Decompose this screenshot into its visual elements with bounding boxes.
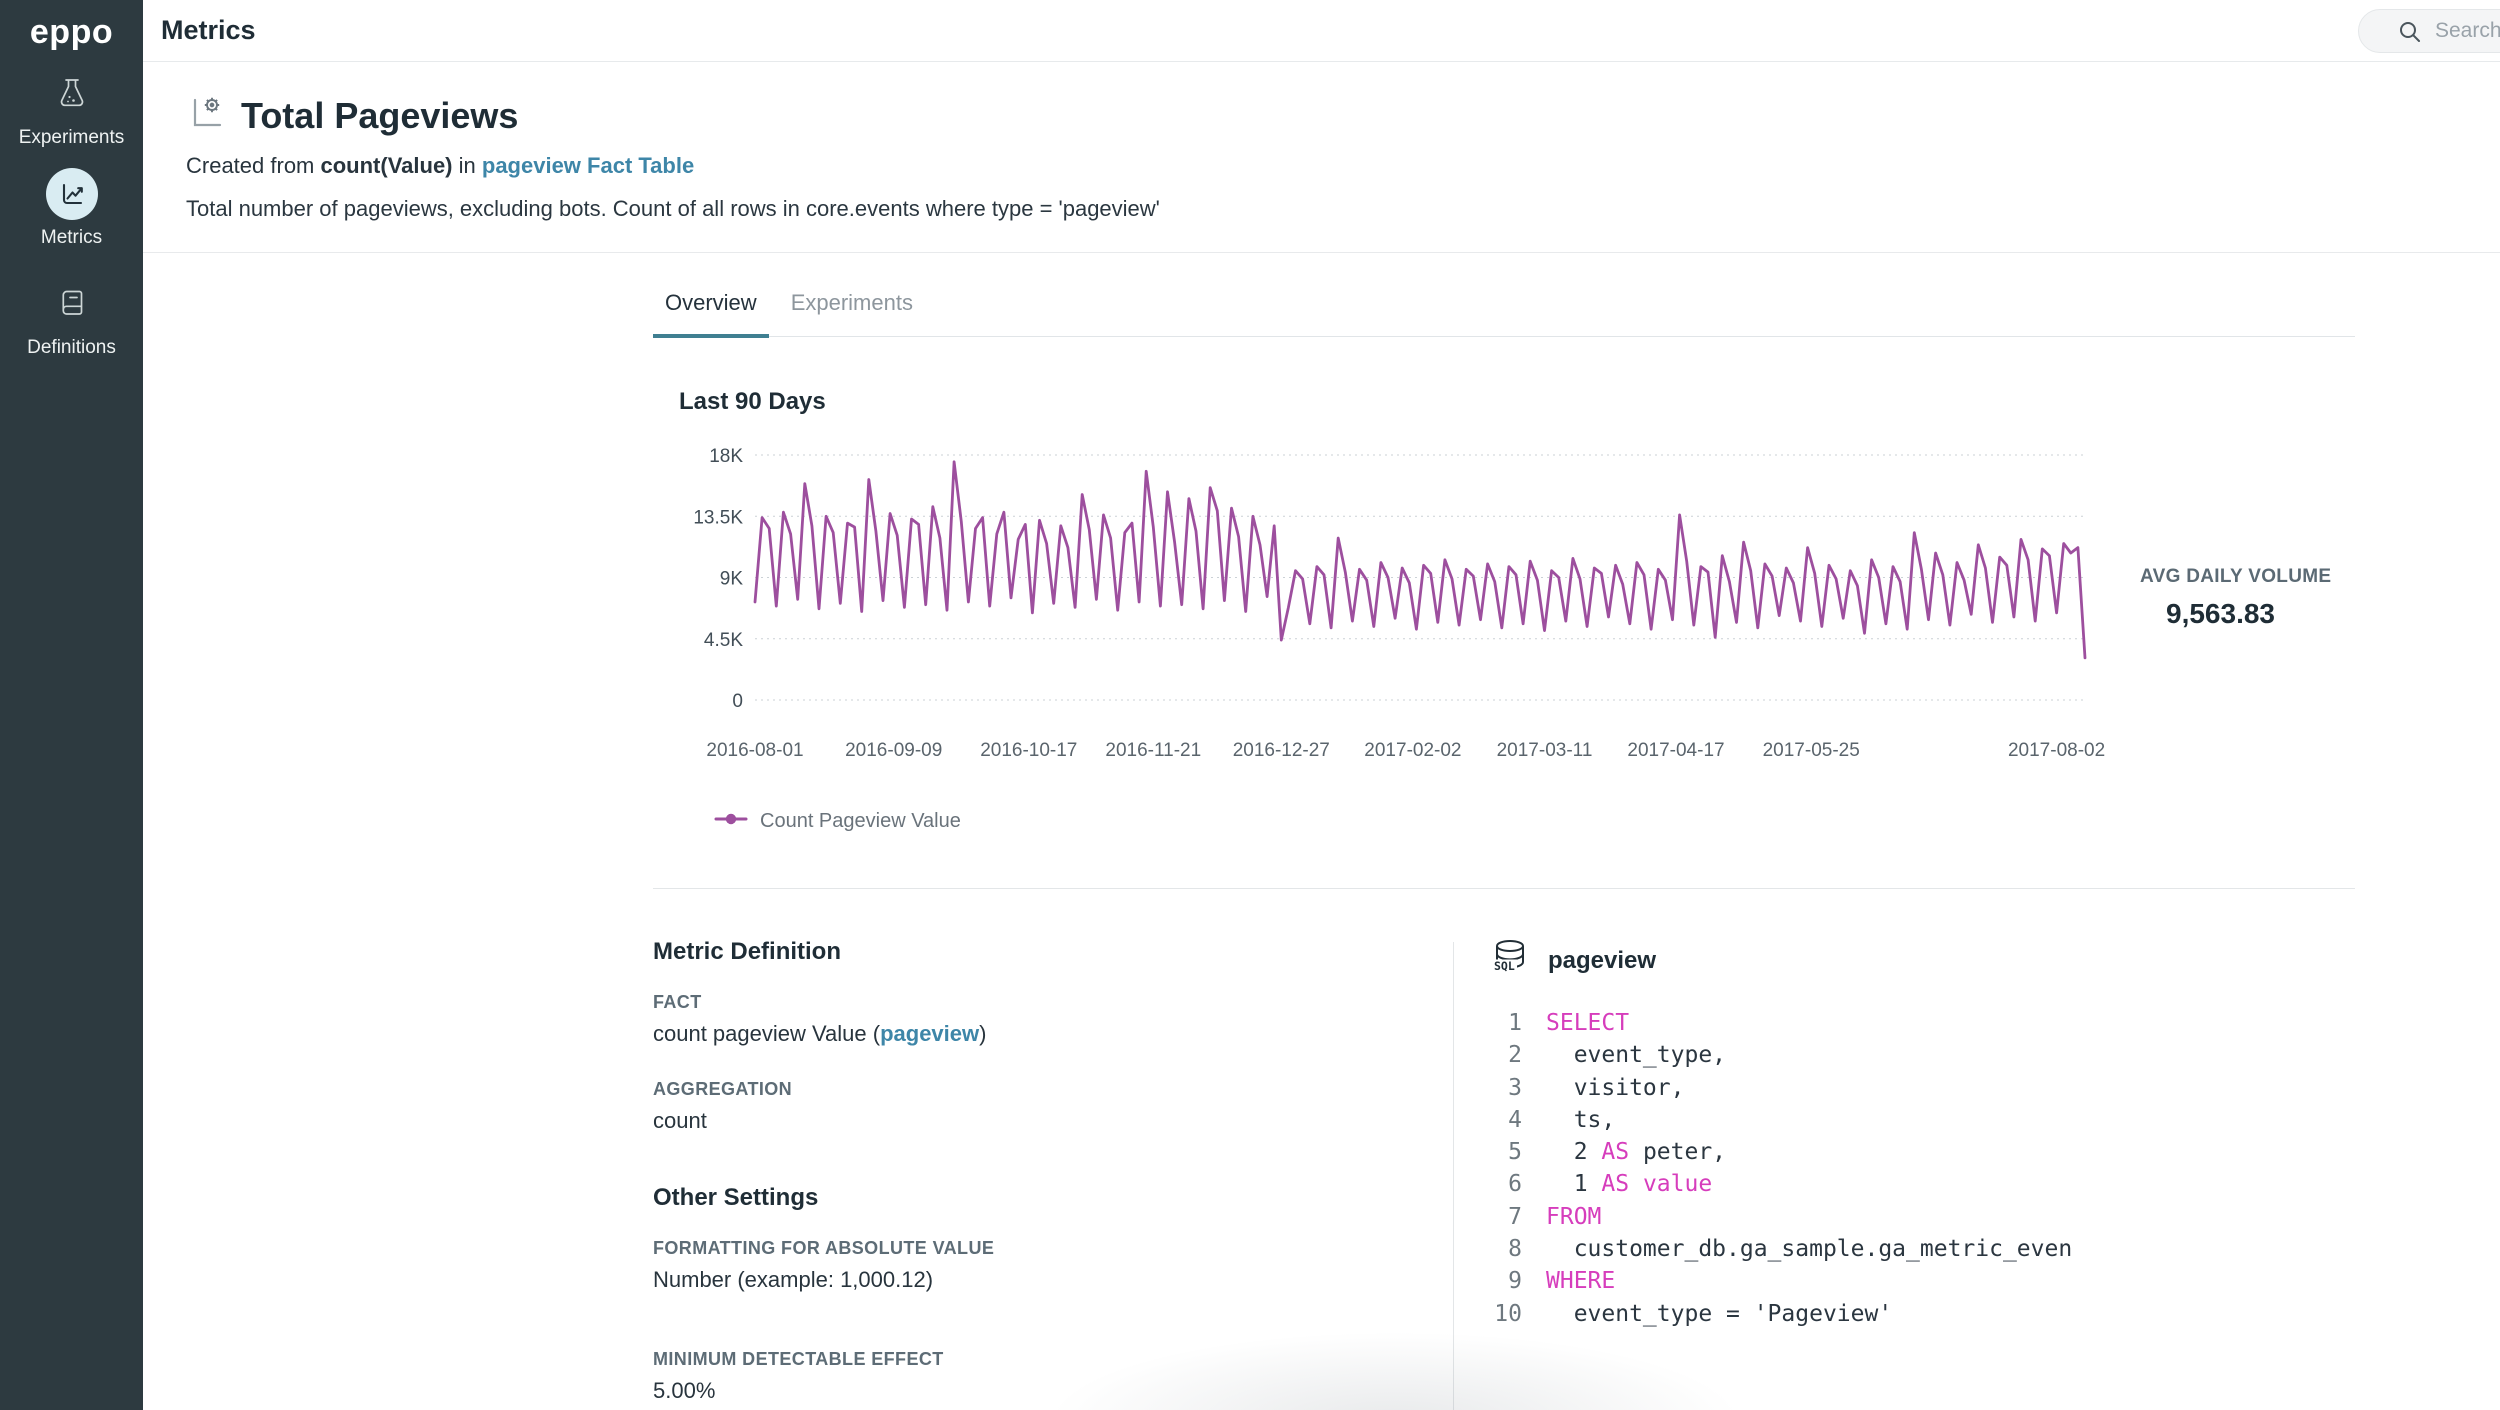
avg-daily-volume-block: AVG DAILY VOLUME 9,563.83 xyxy=(2140,566,2331,630)
sql-code-line: 5 2 AS peter, xyxy=(1488,1136,2368,1168)
fact-value-close: ) xyxy=(979,1021,987,1046)
sql-code-line: 4 ts, xyxy=(1488,1104,2368,1136)
sidebar-item-label: Definitions xyxy=(27,337,116,358)
header-divider xyxy=(143,252,2500,253)
mde-label: MINIMUM DETECTABLE EFFECT xyxy=(653,1349,944,1369)
metric-axis-gear-icon xyxy=(185,92,227,139)
sql-line-number: 8 xyxy=(1508,1236,1522,1263)
svg-text:2017-02-02: 2017-02-02 xyxy=(1364,740,1461,761)
sidebar-item-metrics[interactable]: Metrics xyxy=(0,168,143,249)
aggregation-label: AGGREGATION xyxy=(653,1079,793,1099)
sql-line-number: 9 xyxy=(1508,1268,1522,1295)
metric-title: Total Pageviews xyxy=(241,94,519,136)
aggregation-value: count xyxy=(653,1108,707,1133)
chart-title: Last 90 Days xyxy=(679,388,826,415)
svg-text:2017-04-17: 2017-04-17 xyxy=(1627,740,1724,761)
svg-text:2016-08-01: 2016-08-01 xyxy=(706,740,803,761)
created-fact: count(Value) xyxy=(320,153,453,178)
eppo-logo[interactable]: eppo xyxy=(29,13,114,51)
svg-text:2016-11-21: 2016-11-21 xyxy=(1105,740,1201,761)
tab-overview[interactable]: Overview xyxy=(653,280,769,338)
svg-text:9K: 9K xyxy=(720,569,744,590)
sql-code-line: 1 SELECT xyxy=(1488,1007,2368,1039)
tab-bar: Overview Experiments xyxy=(653,280,2355,338)
sidebar-item-experiments[interactable]: Experiments xyxy=(0,68,143,149)
svg-text:2016-09-09: 2016-09-09 xyxy=(845,740,942,761)
sql-definition-panel: SQL pageview 1 SELECT 2 event_type, 3 visit… xyxy=(1488,936,2368,1330)
sql-line-number: 3 xyxy=(1508,1074,1522,1101)
page-title: Metrics xyxy=(161,15,256,45)
metric-definition-heading: Metric Definition xyxy=(653,938,842,965)
line-chart-icon xyxy=(45,168,98,220)
sql-code-line: 10 event_type = 'Pageview' xyxy=(1488,1298,2368,1330)
sql-code-line: 6 1 AS value xyxy=(1488,1168,2368,1200)
sql-line-number: 1 xyxy=(1508,1010,1522,1036)
fact-table-link[interactable]: pageview Fact Table xyxy=(481,153,695,178)
sql-line-number: 4 xyxy=(1508,1106,1522,1133)
flask-icon xyxy=(46,68,98,120)
topbar: Metrics xyxy=(143,0,2500,62)
sidebar-item-label: Experiments xyxy=(18,127,125,148)
other-settings-heading: Other Settings xyxy=(653,1184,819,1211)
sql-line-number: 5 xyxy=(1508,1139,1522,1166)
svg-text:2017-05-25: 2017-05-25 xyxy=(1763,740,1860,761)
chart-legend: Count Pageview Value xyxy=(714,810,961,833)
svg-text:18K: 18K xyxy=(709,446,743,467)
svg-text:2017-03-11: 2017-03-11 xyxy=(1497,740,1593,761)
svg-text:2017-08-02: 2017-08-02 xyxy=(2008,740,2105,761)
column-divider xyxy=(1453,942,1454,1410)
sql-code-block: 1 SELECT 2 event_type, 3 visitor, 4 ts, 5 2 A… xyxy=(1488,1007,2368,1330)
svg-text:0: 0 xyxy=(732,691,743,712)
sidebar: eppo Experiments Metrics xyxy=(0,0,143,1410)
metric-description: Total number of pageviews, excluding bot… xyxy=(186,196,1160,221)
pageviews-line-chart[interactable]: 0 4.5K 9K 13.5K 18K 2016-08-01 2016-09-09 2016-… xyxy=(655,430,2115,770)
sql-header: SQL pageview xyxy=(1488,936,2368,985)
sql-code-line: 8 customer_db.ga_sample.ga_metric_even xyxy=(1488,1233,2368,1265)
tab-experiments[interactable]: Experiments xyxy=(790,290,913,315)
metric-header: Total Pageviews xyxy=(185,92,518,139)
fact-label: FACT xyxy=(653,992,702,1012)
svg-text:2016-12-27: 2016-12-27 xyxy=(1233,740,1330,761)
avg-daily-volume-label: AVG DAILY VOLUME xyxy=(2140,566,2332,587)
svg-text:SQL: SQL xyxy=(1494,959,1515,973)
sidebar-item-label: Metrics xyxy=(40,227,103,248)
formatting-label: FORMATTING FOR ABSOLUTE VALUE xyxy=(653,1238,995,1258)
sql-line-number: 2 xyxy=(1508,1042,1522,1069)
sql-code-line: 2 event_type, xyxy=(1488,1039,2368,1071)
svg-text:2016-10-17: 2016-10-17 xyxy=(980,740,1077,761)
fact-value: count pageview Value (pageview) xyxy=(653,1021,1413,1047)
avg-daily-volume-value: 9,563.83 xyxy=(2166,598,2275,629)
created-from-line: Created from count(Value) in pageview Fa… xyxy=(186,153,694,179)
search-icon xyxy=(2397,19,2423,50)
sql-line-number: 10 xyxy=(1494,1300,1522,1327)
section-divider xyxy=(653,888,2355,889)
sql-line-number: 6 xyxy=(1508,1171,1522,1198)
sql-title: pageview xyxy=(1548,946,1657,974)
created-prefix: Created from xyxy=(186,153,321,178)
sql-code-line: 7 FROM xyxy=(1488,1201,2368,1233)
database-sql-icon: SQL xyxy=(1488,936,1532,985)
fact-pageview-link[interactable]: pageview xyxy=(880,1021,980,1046)
legend-line-dot-marker xyxy=(714,811,748,832)
sql-line-number: 7 xyxy=(1508,1203,1522,1230)
svg-text:13.5K: 13.5K xyxy=(693,507,743,528)
fact-value-text: count pageview Value ( xyxy=(653,1021,881,1046)
sql-code-line: 9 WHERE xyxy=(1488,1265,2368,1297)
legend-label: Count Pageview Value xyxy=(760,810,961,832)
mde-value: 5.00% xyxy=(653,1378,716,1403)
metric-definition-section: Metric Definition FACT count pageview Va… xyxy=(653,938,1413,1404)
search-box[interactable] xyxy=(2358,9,2500,53)
formatting-value: Number (example: 1,000.12) xyxy=(653,1267,934,1292)
search-input[interactable] xyxy=(2435,10,2500,52)
svg-text:4.5K: 4.5K xyxy=(704,630,743,651)
sql-code-line: 3 visitor, xyxy=(1488,1072,2368,1104)
sidebar-item-definitions[interactable]: Definitions xyxy=(0,278,143,359)
book-icon xyxy=(46,278,98,330)
created-mid: in xyxy=(452,153,482,178)
